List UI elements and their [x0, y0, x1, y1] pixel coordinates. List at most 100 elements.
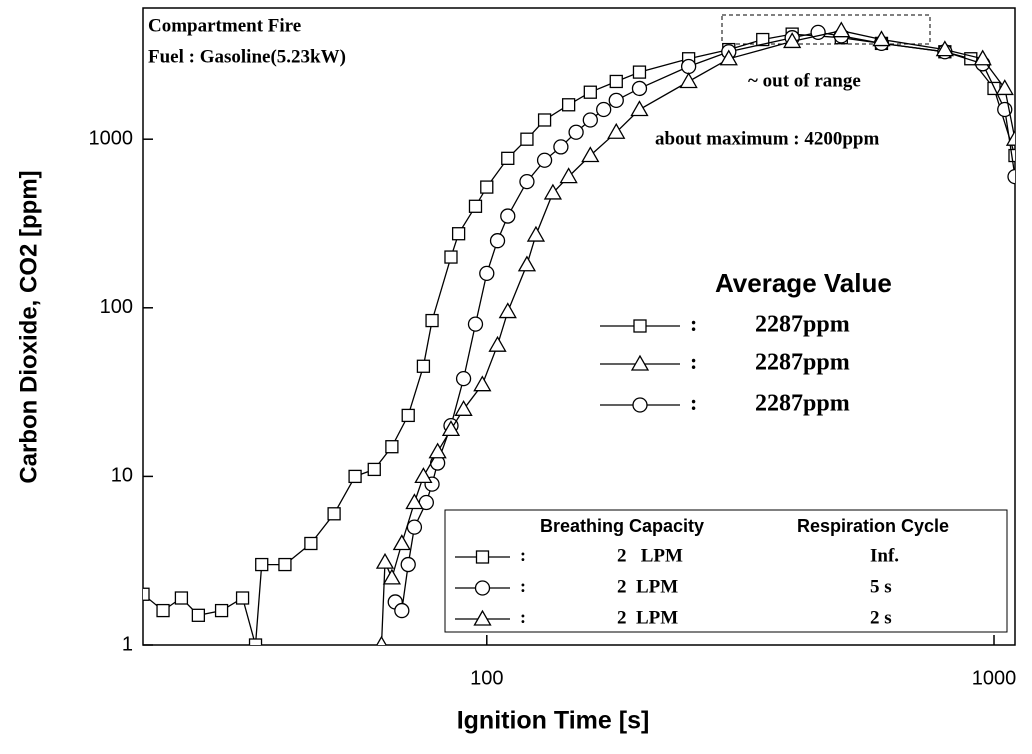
marker-triangle: [473, 375, 492, 392]
legend-separator: :: [690, 311, 697, 336]
marker-square: [278, 557, 292, 572]
y-tick-label: 100: [100, 296, 133, 318]
legend-capacity: 2 LPM: [617, 545, 683, 566]
marker-triangle: [405, 493, 424, 510]
marker-triangle: [1005, 129, 1015, 146]
marker-triangle: [392, 534, 411, 551]
annotation: Fuel : Gasoline(5.23kW): [148, 46, 346, 67]
marker-square: [583, 85, 597, 99]
legend-header: Respiration Cycle: [797, 516, 949, 536]
marker-square: [327, 507, 341, 521]
marker-circle: [553, 139, 569, 155]
marker-square: [367, 462, 381, 477]
marker-triangle: [935, 40, 954, 57]
marker-triangle: [719, 49, 738, 66]
marker-square: [255, 557, 269, 572]
annotation: Compartment Fire: [148, 15, 301, 36]
marker-square: [214, 603, 229, 618]
marker-square: [348, 469, 362, 484]
marker-square: [304, 536, 318, 551]
marker-triangle: [630, 100, 649, 117]
marker-square: [191, 608, 206, 622]
marker-circle: [680, 58, 697, 75]
average-label: 2287ppm: [755, 350, 850, 376]
legend-separator: :: [690, 390, 697, 415]
marker-square: [385, 440, 399, 454]
legend-cycle: 5 s: [870, 576, 892, 597]
legend-separator: :: [520, 576, 526, 596]
marker-triangle: [783, 32, 802, 49]
marker-square: [632, 65, 647, 79]
marker-triangle: [679, 72, 698, 89]
x-tick-label: 100: [470, 667, 503, 689]
marker-triangle: [630, 354, 650, 371]
y-tick-label: 1000: [89, 127, 134, 149]
marker-circle: [467, 316, 484, 332]
marker-circle: [631, 80, 648, 97]
marker-square: [480, 180, 494, 194]
annotation: about maximum : 4200ppm: [655, 128, 879, 149]
marker-circle: [582, 112, 598, 128]
legend-capacity: 2 LPM: [617, 607, 678, 628]
legend-separator: :: [520, 545, 526, 565]
marker-circle: [596, 101, 612, 118]
marker-circle: [394, 602, 410, 619]
marker-square: [174, 591, 189, 605]
legend-separator: :: [690, 349, 697, 374]
marker-square: [156, 603, 170, 618]
average-label: 2287ppm: [755, 391, 850, 417]
marker-circle: [1007, 168, 1015, 185]
marker-square: [401, 408, 415, 423]
marker-triangle: [473, 609, 492, 626]
marker-square: [520, 132, 534, 146]
marker-square: [451, 227, 466, 241]
marker-circle: [519, 174, 535, 190]
marker-triangle: [517, 255, 537, 272]
marker-triangle: [498, 302, 517, 319]
average-label: 2287ppm: [755, 312, 850, 338]
annotation: ~ out of range: [748, 70, 861, 91]
marker-triangle: [488, 335, 507, 352]
marker-triangle: [382, 568, 402, 585]
marker-triangle: [376, 635, 387, 645]
y-tick-label: 10: [111, 465, 133, 487]
legend-cycle: 2 s: [870, 607, 892, 628]
legend-header: Breathing Capacity: [540, 516, 704, 536]
legend-box: [444, 509, 1008, 633]
marker-triangle: [441, 420, 461, 437]
marker-square: [248, 638, 263, 645]
marker-triangle: [543, 183, 563, 200]
marker-triangle: [375, 552, 395, 569]
y-axis-title: Carbon Dioxide, CO2 [ppm]: [15, 170, 42, 483]
marker-square: [425, 313, 439, 328]
series-line: [380, 30, 1015, 645]
plot-area: [143, 21, 1015, 645]
marker-square: [468, 199, 483, 213]
marker-square: [501, 151, 515, 165]
marker-triangle: [526, 225, 546, 242]
marker-circle: [489, 233, 506, 249]
y-tick-label: 1: [122, 633, 133, 655]
legend-separator: :: [520, 607, 526, 627]
marker-triangle: [559, 167, 578, 184]
marker-circle: [479, 265, 495, 282]
marker-square: [561, 98, 576, 112]
marker-square: [475, 550, 490, 564]
marker-circle: [400, 556, 416, 573]
average-title: Average Value: [715, 268, 892, 298]
marker-triangle: [414, 467, 433, 484]
marker-triangle: [995, 79, 1014, 96]
marker-square: [609, 74, 623, 89]
marker-circle: [568, 124, 584, 140]
marker-square: [235, 591, 250, 605]
marker-square: [444, 250, 458, 264]
x-tick-label: 1000: [972, 667, 1017, 689]
legend-capacity: 2 LPM: [617, 576, 678, 597]
marker-circle: [455, 370, 472, 387]
marker-triangle: [973, 49, 992, 66]
marker-circle: [632, 397, 648, 413]
marker-circle: [406, 519, 423, 535]
marker-circle: [500, 208, 516, 224]
